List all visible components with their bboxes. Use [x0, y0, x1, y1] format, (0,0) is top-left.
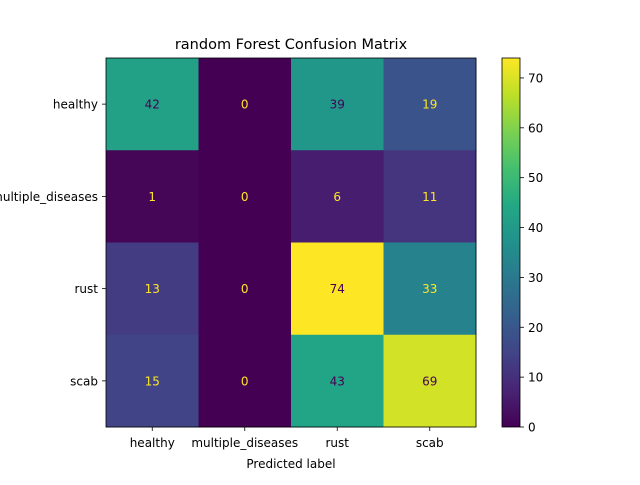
cell-value-label: 0 [241, 98, 249, 112]
colorbar [501, 57, 521, 428]
heatmap-cell-3-0 [106, 334, 199, 428]
heatmap-cell-2-0 [106, 242, 199, 336]
cell-value-label: 42 [145, 98, 160, 112]
cell-value-label: 69 [422, 374, 437, 388]
colorbar-tick-label: 50 [528, 171, 543, 185]
cell-value-label: 39 [330, 98, 345, 112]
heatmap-cell-2-3 [383, 242, 477, 336]
cell-value-label: 19 [422, 98, 437, 112]
cell-value-label: 43 [330, 374, 345, 388]
x-tick-label: rust [326, 436, 350, 450]
heatmap-cell-2-1 [198, 242, 292, 336]
y-tick-label: multiple_diseases [0, 190, 98, 204]
chart-title: random Forest Confusion Matrix [175, 37, 408, 53]
heatmap-cell-0-1 [198, 58, 292, 151]
cell-value-label: 33 [422, 282, 437, 296]
heatmap-cell-3-1 [198, 334, 292, 428]
colorbar-tick-label: 70 [528, 71, 543, 85]
cell-value-label: 0 [241, 374, 249, 388]
colorbar-ticks: 0 10 20 30 40 50 60 70 [520, 71, 543, 435]
colorbar-tick-label: 0 [528, 421, 536, 435]
x-axis-label: Predicted label [246, 457, 335, 471]
colorbar-tick-label: 30 [528, 271, 543, 285]
x-tick-label: healthy [130, 436, 175, 450]
x-tick-label: scab [416, 436, 444, 450]
heatmap-cell-0-2 [291, 58, 384, 151]
colorbar-tick-label: 40 [528, 221, 543, 235]
y-tick-label: healthy [53, 98, 98, 112]
cell-value-label: 11 [422, 190, 437, 204]
cell-value-label: 1 [148, 190, 156, 204]
x-tick-label: multiple_diseases [191, 436, 298, 450]
cell-value-label: 13 [145, 282, 160, 296]
heatmap-cell-3-3 [383, 334, 477, 428]
heatmap-cell-0-0 [106, 58, 199, 151]
y-tick-label: rust [75, 282, 99, 296]
cell-value-label: 74 [330, 282, 345, 296]
cell-value-label: 15 [145, 374, 160, 388]
x-axis: healthy multiple_diseases rust scab [130, 427, 444, 450]
heatmap-cell-1-1 [198, 150, 292, 243]
heatmap-cells [106, 58, 477, 428]
heatmap-cell-0-3 [383, 58, 477, 151]
heatmap-cell-3-2 [291, 334, 384, 428]
cell-value-label: 0 [241, 190, 249, 204]
cell-value-label: 6 [333, 190, 341, 204]
colorbar-tick-label: 20 [528, 321, 543, 335]
heatmap-cell-1-0 [106, 150, 199, 243]
heatmap-cell-1-2 [291, 150, 384, 243]
plot-frame [105, 57, 477, 428]
colorbar-tick-label: 60 [528, 121, 543, 135]
cell-value-label: 0 [241, 282, 249, 296]
heatmap-cell-2-2 [291, 242, 384, 336]
y-tick-label: scab [70, 374, 98, 388]
colorbar-tick-label: 10 [528, 371, 543, 385]
cell-labels: 42 0 39 19 1 0 6 11 13 0 74 33 15 0 43 69 [145, 98, 438, 389]
heatmap-cell-1-3 [383, 150, 477, 243]
